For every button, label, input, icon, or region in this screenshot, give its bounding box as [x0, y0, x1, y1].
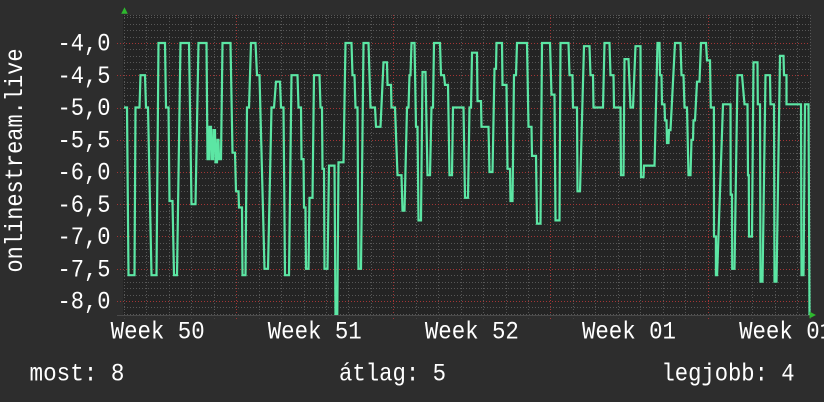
svg-text:legjobb: 4: legjobb: 4: [662, 360, 795, 389]
svg-text:-4,0: -4,0: [58, 30, 111, 59]
svg-text:-5,0: -5,0: [58, 94, 111, 123]
svg-text:-5,5: -5,5: [58, 126, 111, 155]
svg-text:Week 52: Week 52: [425, 318, 519, 347]
svg-text:átlag: 5: átlag: 5: [339, 360, 446, 389]
svg-text:Week 50: Week 50: [111, 318, 205, 347]
svg-text:Week 01: Week 01: [739, 318, 824, 347]
svg-text:-7,5: -7,5: [58, 255, 111, 284]
svg-text:-4,5: -4,5: [58, 62, 111, 91]
svg-text:-6,5: -6,5: [58, 191, 111, 220]
svg-text:most: 8: most: 8: [30, 360, 125, 389]
svg-text:-8,0: -8,0: [58, 288, 111, 317]
svg-text:-7,0: -7,0: [58, 223, 111, 252]
svg-text:Week 51: Week 51: [268, 318, 362, 347]
svg-text:Week 01: Week 01: [582, 318, 676, 347]
svg-text:onlinestream.live: onlinestream.live: [1, 49, 30, 273]
svg-text:-6,0: -6,0: [58, 159, 111, 188]
